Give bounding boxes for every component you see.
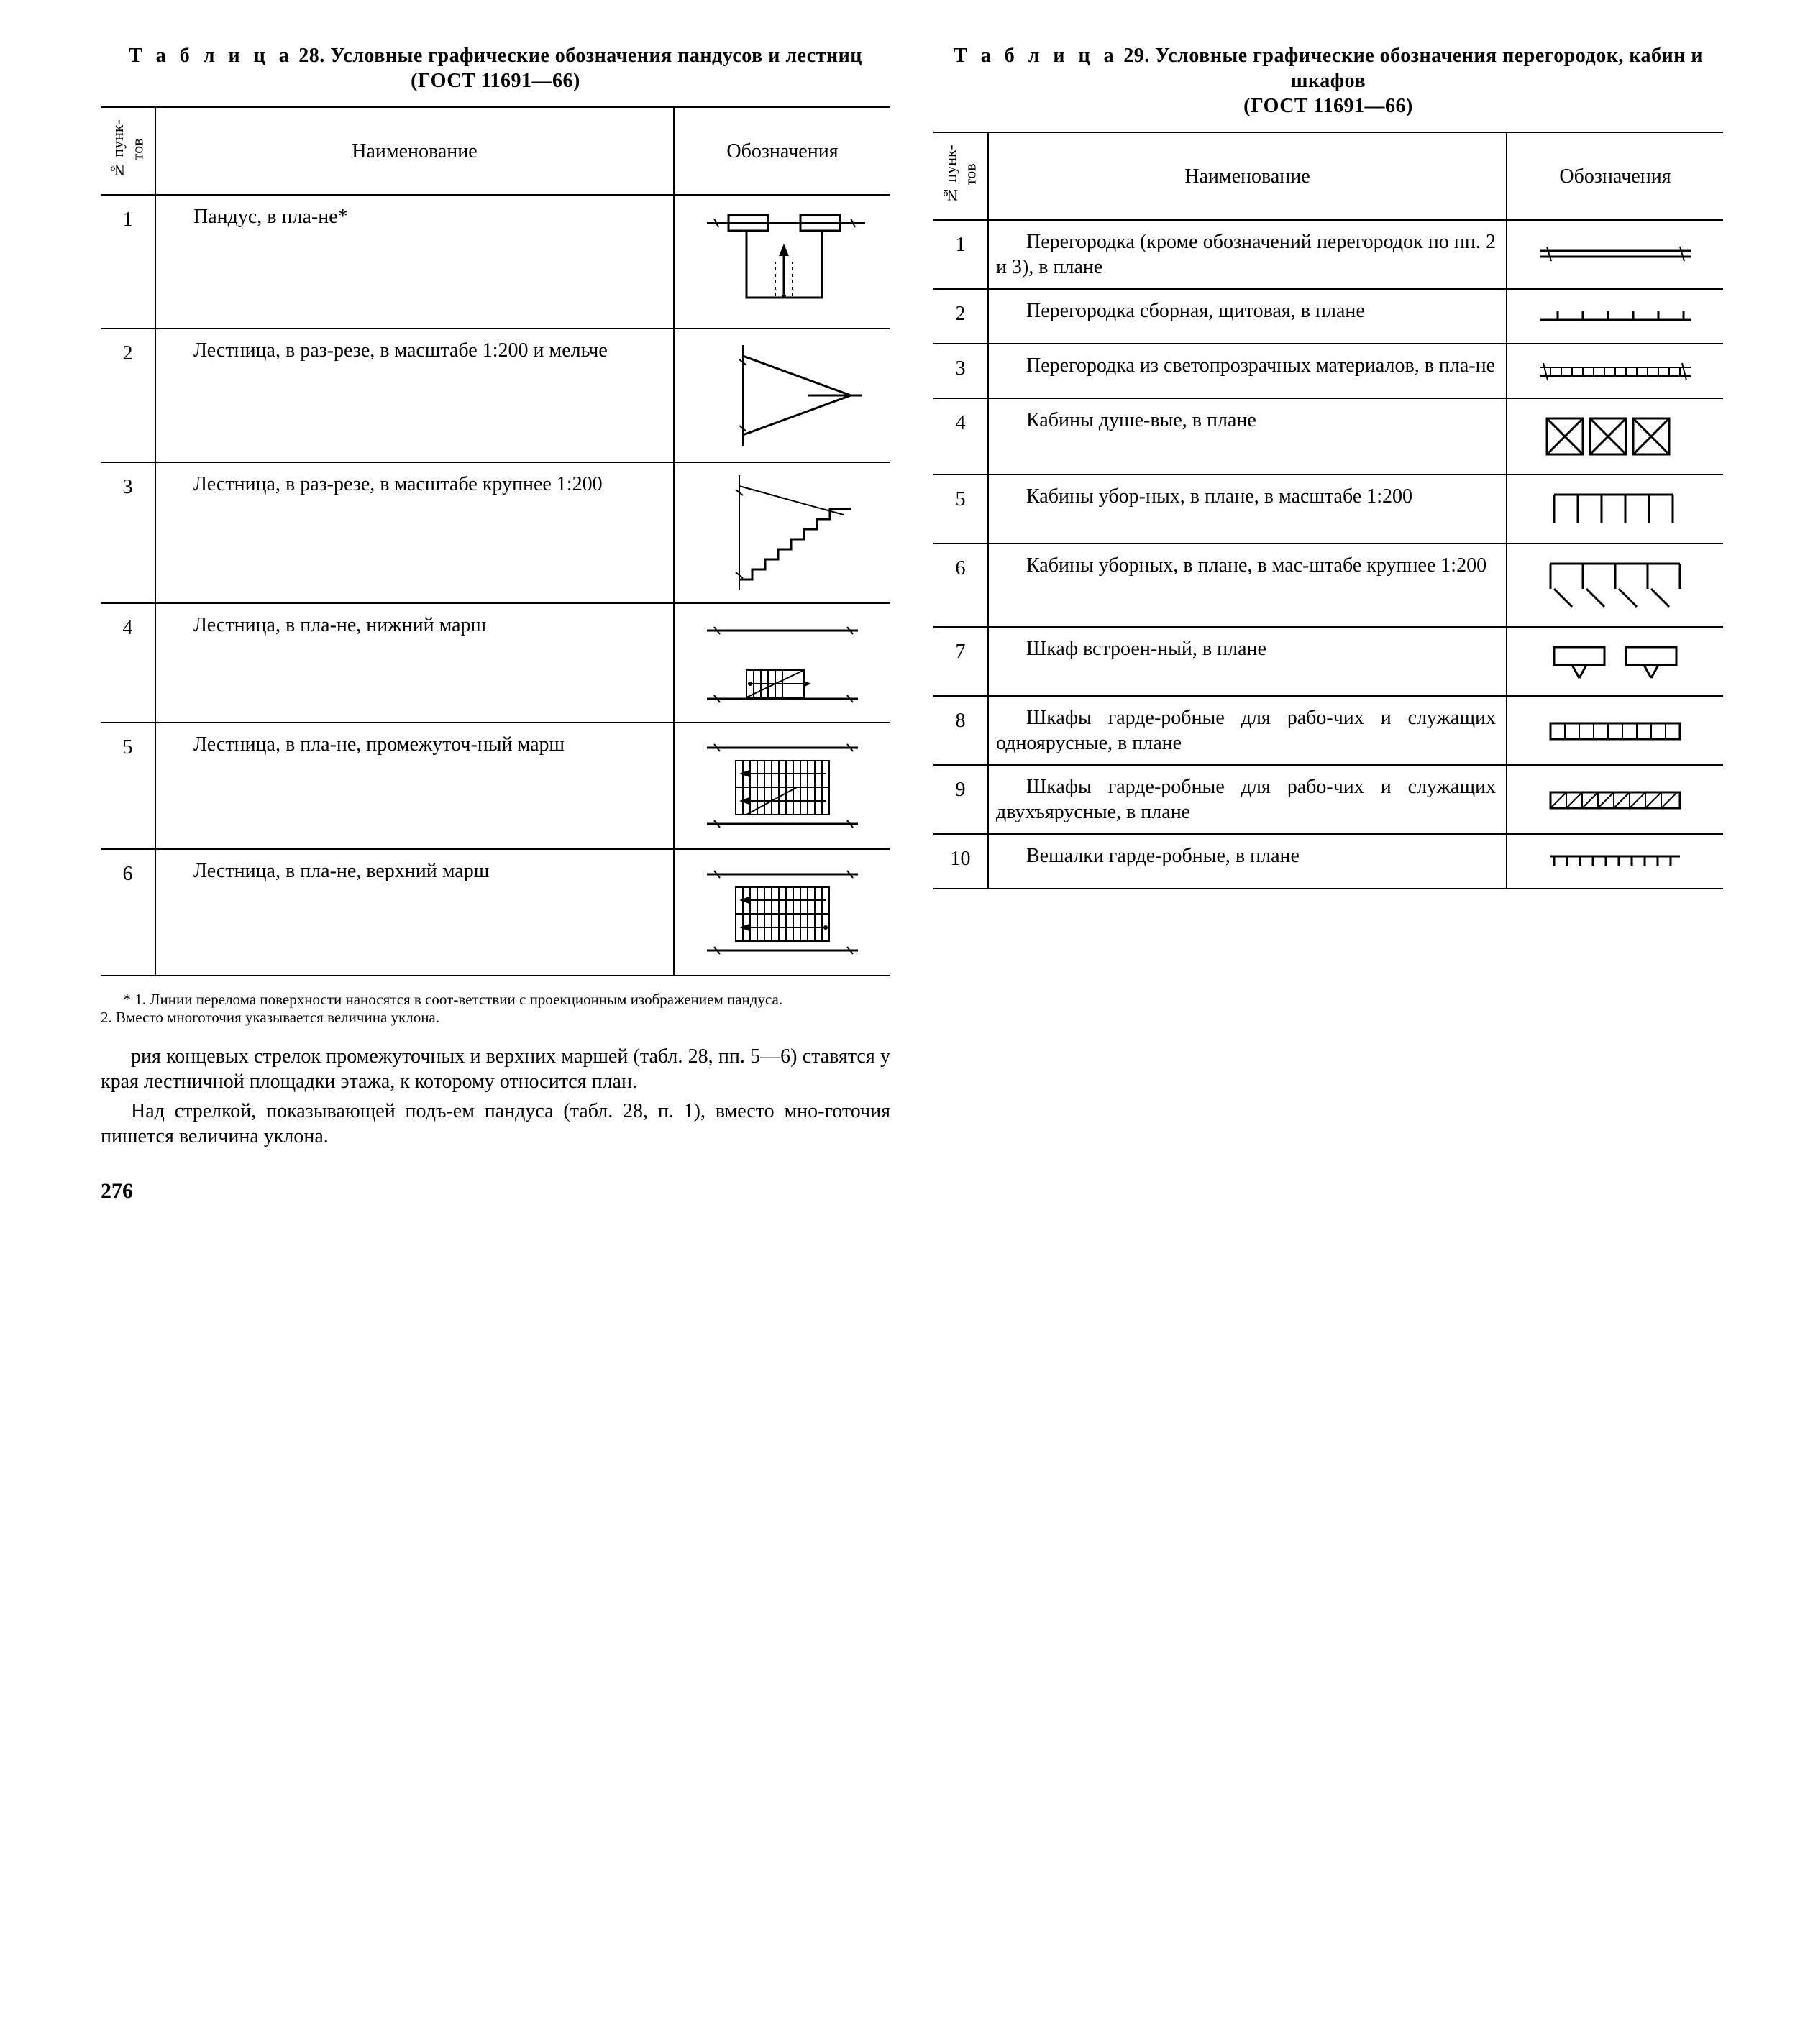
table28: № пунк-тов Наименование Обозначения 1 Па… bbox=[101, 106, 890, 976]
row-num: 2 bbox=[933, 289, 988, 344]
table-row: 2 Перегородка сборная, щитовая, в плане bbox=[933, 289, 1723, 344]
table28-caption: Т а б л и ц а 28. Условные графические о… bbox=[101, 43, 890, 93]
left-column: Т а б л и ц а 28. Условные графические о… bbox=[101, 43, 890, 1205]
body-paragraph: Над стрелкой, показывающей подъ-ем панду… bbox=[101, 1099, 890, 1149]
table28-head-name: Наименование bbox=[155, 107, 674, 195]
row-name: Лестница, в раз-резе, в масштабе крупнее… bbox=[155, 462, 674, 603]
row-name: Кабины душе-вые, в плане bbox=[988, 398, 1507, 475]
table29-caption-gost: (ГОСТ 11691—66) bbox=[1243, 95, 1413, 117]
row-num: 4 bbox=[101, 603, 155, 723]
stair-plan-mid-icon bbox=[674, 723, 890, 849]
table-row: 10 Вешалки гарде-робные, в плане bbox=[933, 834, 1723, 889]
table-row: 6 Лестница, в пла-не, верхний марш bbox=[101, 849, 890, 976]
table-row: 2 Лестница, в раз-резе, в масштабе 1:200… bbox=[101, 329, 890, 462]
toilet-cabins-small-icon bbox=[1507, 475, 1723, 544]
locker-single-icon bbox=[1507, 696, 1723, 765]
row-name: Вешалки гарде-робные, в плане bbox=[988, 834, 1507, 889]
table-row: 5 Кабины убор-ных, в плане, в масштабе 1… bbox=[933, 475, 1723, 544]
row-name: Пандус, в пла-не* bbox=[155, 195, 674, 329]
row-name: Шкафы гарде-робные для рабо-чих и служащ… bbox=[988, 696, 1507, 765]
page-number: 276 bbox=[101, 1178, 890, 1205]
row-num: 5 bbox=[101, 723, 155, 849]
row-num: 9 bbox=[933, 765, 988, 834]
locker-double-icon bbox=[1507, 765, 1723, 834]
stair-section-small-icon bbox=[674, 329, 890, 462]
table-row: 3 Перегородка из светопрозрачных материа… bbox=[933, 344, 1723, 398]
table28-footnote: * 1. Линии перелома поверхности наносятс… bbox=[101, 991, 890, 1027]
table28-caption-title: Условные графические обозначения пандусо… bbox=[330, 45, 862, 67]
table29-caption-num: 29. bbox=[1123, 45, 1150, 67]
page: Т а б л и ц а 28. Условные графические о… bbox=[101, 43, 1723, 1205]
right-column: Т а б л и ц а 29. Условные графические о… bbox=[933, 43, 1723, 889]
row-num: 4 bbox=[933, 398, 988, 475]
stair-section-large-icon bbox=[674, 462, 890, 603]
table-row: 4 Кабины душе-вые, в плане bbox=[933, 398, 1723, 475]
table29-caption-label: Т а б л и ц а bbox=[954, 45, 1118, 67]
row-name: Лестница, в пла-не, верхний марш bbox=[155, 849, 674, 976]
table29-caption-title: Условные графические обозначения перегор… bbox=[1155, 45, 1703, 92]
table28-head-num: № пунк-тов bbox=[101, 107, 155, 195]
row-name: Перегородка (кроме обозначений перегород… bbox=[988, 220, 1507, 289]
stair-plan-lower-icon bbox=[674, 603, 890, 723]
table-row: 1 Перегородка (кроме обозначений перегор… bbox=[933, 220, 1723, 289]
table28-caption-num: 28. bbox=[298, 45, 325, 67]
row-num: 3 bbox=[933, 344, 988, 398]
body-text: рия концевых стрелок промежуточных и вер… bbox=[101, 1044, 890, 1149]
table29-head-sym: Обозначения bbox=[1507, 132, 1723, 220]
row-num: 8 bbox=[933, 696, 988, 765]
built-in-closet-icon bbox=[1507, 627, 1723, 696]
partition-glass-icon bbox=[1507, 344, 1723, 398]
table-row: 7 Шкаф встроен-ный, в плане bbox=[933, 627, 1723, 696]
row-name: Лестница, в пла-не, нижний марш bbox=[155, 603, 674, 723]
table-row: 1 Пандус, в пла-не* bbox=[101, 195, 890, 329]
partition-icon bbox=[1507, 220, 1723, 289]
row-num: 5 bbox=[933, 475, 988, 544]
table29-head-num: № пунк-тов bbox=[933, 132, 988, 220]
table28-caption-gost: (ГОСТ 11691—66) bbox=[411, 70, 580, 92]
row-name: Перегородка сборная, щитовая, в плане bbox=[988, 289, 1507, 344]
table-row: 4 Лестница, в пла-не, нижний марш bbox=[101, 603, 890, 723]
shower-cabins-icon bbox=[1507, 398, 1723, 475]
table-row: 3 Лестница, в раз-резе, в масштабе крупн… bbox=[101, 462, 890, 603]
table-row: 9 Шкафы гарде-робные для рабо-чих и служ… bbox=[933, 765, 1723, 834]
table-row: 8 Шкафы гарде-робные для рабо-чих и служ… bbox=[933, 696, 1723, 765]
stair-plan-upper-icon bbox=[674, 849, 890, 976]
row-num: 1 bbox=[933, 220, 988, 289]
row-num: 7 bbox=[933, 627, 988, 696]
row-name: Перегородка из светопрозрачных материало… bbox=[988, 344, 1507, 398]
row-num: 1 bbox=[101, 195, 155, 329]
row-name: Шкаф встроен-ный, в плане bbox=[988, 627, 1507, 696]
table28-head-sym: Обозначения bbox=[674, 107, 890, 195]
table28-caption-label: Т а б л и ц а bbox=[129, 45, 293, 67]
row-num: 10 bbox=[933, 834, 988, 889]
row-name: Лестница, в раз-резе, в масштабе 1:200 и… bbox=[155, 329, 674, 462]
toilet-cabins-large-icon bbox=[1507, 544, 1723, 627]
table-row: 5 Лестница, в пла-не, промежуточ-ный мар… bbox=[101, 723, 890, 849]
row-num: 6 bbox=[101, 849, 155, 976]
row-name: Кабины уборных, в плане, в мас-штабе кру… bbox=[988, 544, 1507, 627]
table-row: 6 Кабины уборных, в плане, в мас-штабе к… bbox=[933, 544, 1723, 627]
partition-panel-icon bbox=[1507, 289, 1723, 344]
coat-rack-icon bbox=[1507, 834, 1723, 889]
row-name: Кабины убор-ных, в плане, в масштабе 1:2… bbox=[988, 475, 1507, 544]
table29: № пунк-тов Наименование Обозначения 1 Пе… bbox=[933, 132, 1723, 889]
pandus-icon bbox=[674, 195, 890, 329]
row-num: 3 bbox=[101, 462, 155, 603]
row-num: 6 bbox=[933, 544, 988, 627]
table29-head-name: Наименование bbox=[988, 132, 1507, 220]
body-paragraph: рия концевых стрелок промежуточных и вер… bbox=[101, 1044, 890, 1094]
table29-caption: Т а б л и ц а 29. Условные графические о… bbox=[933, 43, 1723, 119]
row-name: Шкафы гарде-робные для рабо-чих и служащ… bbox=[988, 765, 1507, 834]
row-num: 2 bbox=[101, 329, 155, 462]
row-name: Лестница, в пла-не, промежуточ-ный марш bbox=[155, 723, 674, 849]
